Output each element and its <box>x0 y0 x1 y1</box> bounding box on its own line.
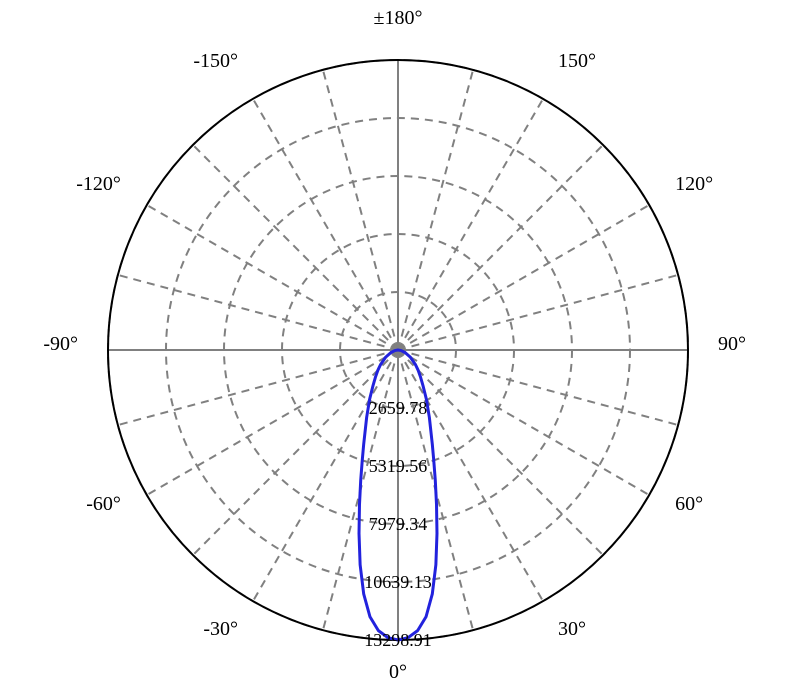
angle-tick-label: -90° <box>43 333 78 355</box>
angle-tick-label: -30° <box>203 618 238 640</box>
radial-tick-label: 13298.91 <box>364 630 432 650</box>
angle-tick-label: 60° <box>675 493 703 515</box>
angle-tick-label: 120° <box>675 173 713 195</box>
radial-tick-label: 10639.13 <box>364 572 432 592</box>
angle-tick-label: -120° <box>76 173 121 195</box>
polar-chart: 2659.78 5319.56 7979.34 10639.13 13298.91 0° 3… <box>0 0 796 693</box>
angle-tick-label: -60° <box>86 493 121 515</box>
angle-tick-label: -150° <box>193 50 238 72</box>
angle-tick-label: 90° <box>718 333 746 355</box>
radial-tick-label: 5319.56 <box>369 456 428 476</box>
angle-tick-label: 30° <box>558 618 586 640</box>
angle-tick-label: 150° <box>558 50 596 72</box>
angle-tick-label: ±180° <box>374 7 423 29</box>
angle-tick-label: 0° <box>389 661 407 683</box>
radial-tick-label: 2659.78 <box>369 398 428 418</box>
radial-tick-label: 7979.34 <box>369 514 428 534</box>
